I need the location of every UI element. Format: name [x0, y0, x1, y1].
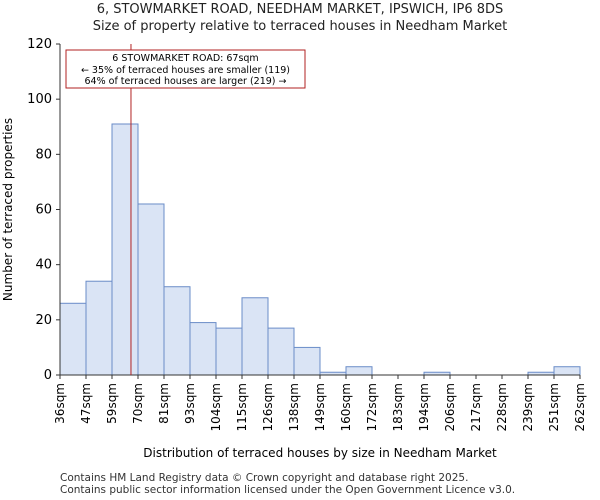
y-tick-label: 80 — [35, 147, 52, 162]
bar-81sqm — [163, 286, 191, 376]
y-tick-label: 20 — [35, 313, 52, 328]
x-tick-label: 149sqm — [313, 383, 327, 431]
x-tick-label: 251sqm — [547, 383, 561, 431]
annotation-line-1: 6 STOWMARKET ROAD: 67sqm — [112, 53, 258, 64]
bar-93sqm — [189, 322, 217, 376]
x-tick-label: 93sqm — [183, 383, 197, 424]
bar-47sqm — [85, 280, 113, 376]
bar-160sqm — [345, 366, 373, 376]
x-tick-label: 138sqm — [287, 383, 301, 431]
x-tick-label: 115sqm — [235, 383, 249, 431]
y-tick-label: 120 — [27, 37, 52, 52]
footer-line-1: Contains HM Land Registry data © Crown c… — [60, 472, 469, 484]
x-ticks-group: 36sqm 47sqm 59sqm 70sqm 81sqm 93sqm 104sqm 115s… — [53, 375, 587, 431]
x-tick-label: 47sqm — [79, 383, 93, 424]
chart-subtitle: Size of property relative to terraced ho… — [92, 19, 508, 34]
x-tick-label: 262sqm — [573, 383, 587, 431]
annotation-line-2: ← 35% of terraced houses are smaller (11… — [81, 65, 290, 76]
x-tick-label: 104sqm — [209, 383, 223, 431]
x-tick-label: 59sqm — [105, 383, 119, 424]
x-tick-label: 126sqm — [261, 383, 275, 431]
y-axis-label: Number of terraced properties — [1, 118, 15, 301]
x-axis-label: Distribution of terraced houses by size … — [143, 446, 497, 460]
x-tick-label: 206sqm — [443, 383, 457, 431]
x-tick-label: 239sqm — [521, 383, 535, 431]
x-tick-label: 172sqm — [365, 383, 379, 431]
y-tick-label: 60 — [35, 203, 52, 218]
x-tick-label: 217sqm — [469, 383, 483, 431]
bar-70sqm — [137, 203, 165, 376]
bar-138sqm — [293, 346, 321, 376]
histogram-chart: 0 20 40 60 80 100 120 36sqm 47sqm 59sqm 70sqm 81sq… — [1, 37, 587, 460]
bar-251sqm — [553, 366, 581, 376]
x-tick-label: 70sqm — [131, 383, 145, 424]
bars-group — [59, 123, 581, 376]
x-tick-label: 81sqm — [157, 383, 171, 424]
bar-126sqm — [267, 327, 295, 376]
x-tick-label: 160sqm — [339, 383, 353, 431]
y-tick-label: 100 — [27, 92, 52, 107]
x-tick-label: 183sqm — [391, 383, 405, 431]
bar-59sqm — [111, 123, 139, 376]
bar-104sqm — [215, 327, 243, 376]
x-tick-label: 228sqm — [495, 383, 509, 431]
x-tick-label: 36sqm — [53, 383, 67, 424]
y-ticks-group: 0 20 40 60 80 100 120 — [27, 37, 60, 383]
footer-line-2: Contains public sector information licen… — [60, 484, 516, 496]
y-tick-label: 40 — [35, 258, 52, 273]
bar-36sqm — [59, 302, 87, 376]
y-tick-label: 0 — [44, 368, 52, 383]
annotation-box: 6 STOWMARKET ROAD: 67sqm ← 35% of terrac… — [65, 49, 306, 89]
x-tick-label: 194sqm — [417, 383, 431, 431]
chart-title: 6, STOWMARKET ROAD, NEEDHAM MARKET, IPSW… — [96, 2, 504, 17]
annotation-line-3: 64% of terraced houses are larger (219) … — [85, 76, 287, 87]
bar-115sqm — [241, 297, 269, 376]
